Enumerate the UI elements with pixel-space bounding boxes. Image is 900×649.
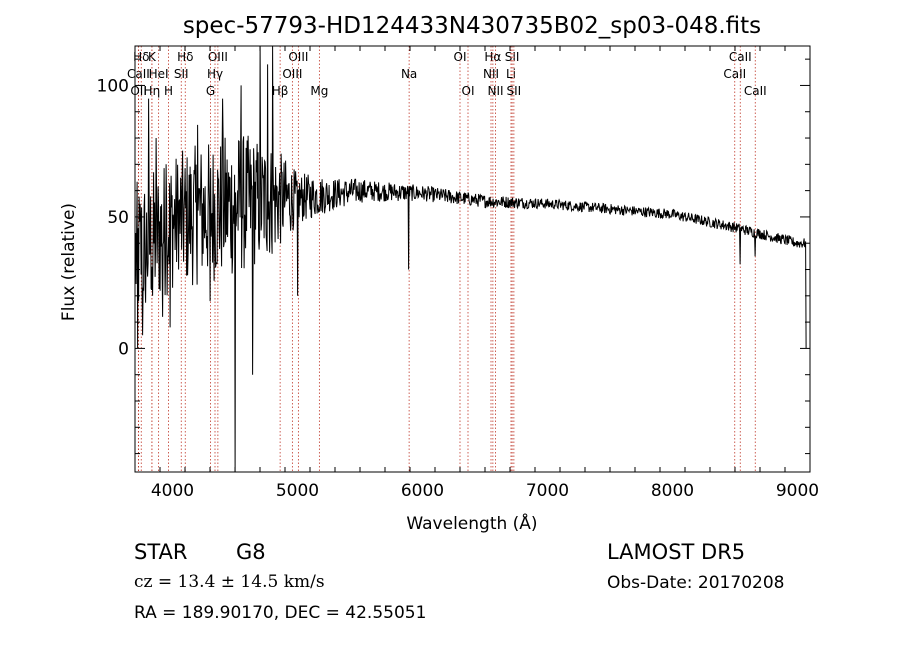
chart-title: spec-57793-HD124433N430735B02_sp03-048.f… <box>183 13 761 39</box>
line-label: Li <box>506 67 516 81</box>
x-tick-label: 7000 <box>526 481 569 501</box>
line-label: SII <box>507 84 522 98</box>
x-tick-label: 6000 <box>401 481 444 501</box>
line-label: Hα <box>484 50 501 64</box>
x-axis-label: Wavelength (Å) <box>406 512 537 534</box>
line-label: Hδ <box>177 50 193 64</box>
line-label: SII <box>505 50 520 64</box>
line-label: OI <box>462 84 475 98</box>
line-label: OII <box>130 84 147 98</box>
line-label: NII <box>487 84 503 98</box>
line-label: NII <box>483 67 499 81</box>
line-label: HeI <box>149 67 169 81</box>
object-class: STAR <box>134 540 188 564</box>
spectrum-line <box>135 45 807 473</box>
survey-name: LAMOST DR5 <box>607 540 746 564</box>
line-label: Hβ <box>272 84 289 98</box>
line-label: OIII <box>282 67 302 81</box>
line-label: CaII <box>723 67 746 81</box>
line-label: OIII <box>288 50 308 64</box>
spectrum-series <box>135 45 807 473</box>
coordinates: RA = 189.90170, DEC = 42.55051 <box>134 603 427 623</box>
object-subclass: G8 <box>236 540 266 564</box>
y-axis-label: Flux (relative) <box>59 203 79 321</box>
line-label: G <box>206 84 215 98</box>
line-label: Hδ <box>133 50 149 64</box>
line-label: CaII <box>729 50 752 64</box>
line-label: H <box>164 84 173 98</box>
axis-ticks: 4000 5000 6000 7000 8000 9000 0 50 100 <box>97 46 819 501</box>
line-label: OIII <box>208 50 228 64</box>
y-tick-label: 0 <box>118 339 129 359</box>
line-label: CaII <box>744 84 767 98</box>
line-label: Hγ <box>207 67 223 81</box>
line-label: SII <box>174 67 189 81</box>
line-label: OI <box>454 50 467 64</box>
plot-frame <box>134 45 811 473</box>
x-tick-label: 8000 <box>651 481 694 501</box>
y-tick-label: 50 <box>107 208 129 228</box>
line-label: Mg <box>310 84 328 98</box>
line-label: K <box>148 50 157 64</box>
x-tick-label: 9000 <box>776 481 819 501</box>
x-tick-label: 4000 <box>151 481 194 501</box>
redshift-readout: cz = 13.4 ± 14.5 km/s <box>134 572 325 592</box>
line-label: Na <box>401 67 417 81</box>
observation-date: Obs-Date: 20170208 <box>607 573 785 593</box>
line-label: Hη <box>144 84 161 98</box>
y-tick-label: 100 <box>97 76 129 96</box>
x-tick-label: 5000 <box>276 481 319 501</box>
